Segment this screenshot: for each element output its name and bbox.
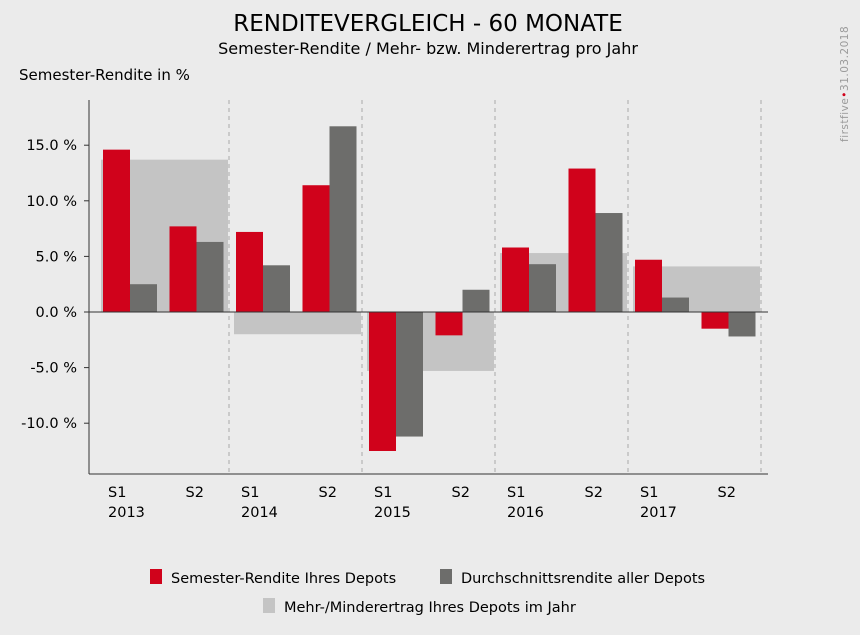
- x-tick-label-semester: S1: [507, 485, 525, 501]
- x-tick-label-year: 2014: [241, 505, 278, 521]
- chart-subtitle: Semester-Rendite / Mehr- bzw. Minderertr…: [218, 39, 638, 58]
- x-tick-label-year: 2017: [640, 505, 677, 521]
- bar-series-2: [130, 284, 157, 312]
- bar-series-1: [635, 259, 662, 312]
- y-tick-label: 10.0 %: [26, 194, 77, 210]
- watermark-text: firstfive•31.03.2018: [839, 26, 851, 142]
- bar-series-2: [462, 289, 490, 312]
- y-tick-label: -5.0 %: [30, 361, 77, 377]
- bar-series-1: [103, 149, 130, 312]
- bar-series-2: [728, 312, 756, 337]
- watermark: firstfive•31.03.2018: [839, 26, 851, 142]
- year-separators: [228, 100, 762, 474]
- bar-series-1: [502, 247, 529, 312]
- bar-series-2: [396, 312, 423, 437]
- bar-series-2: [662, 297, 689, 312]
- x-tick-label-semester: S1: [241, 485, 259, 501]
- bar-series-1: [169, 226, 197, 312]
- y-tick-label: -10.0 %: [21, 416, 77, 432]
- bar-series-1: [302, 185, 330, 312]
- x-tick-label-year: 2013: [108, 505, 145, 521]
- bar-series-2: [595, 213, 623, 312]
- y-tick-label: 5.0 %: [36, 249, 77, 265]
- legend-label-series-2: Durchschnittsrendite aller Depots: [461, 571, 705, 587]
- x-tick-label-semester: S2: [718, 485, 736, 501]
- legend-swatch-series-2: [440, 569, 452, 584]
- axes-group: [88, 100, 768, 475]
- x-tick-label-year: 2015: [374, 505, 411, 521]
- x-tick-label-semester: S1: [374, 485, 392, 501]
- bar-series-2: [196, 241, 224, 312]
- chart-title: RENDITEVERGLEICH - 60 MONATE: [233, 11, 623, 37]
- x-tick-label-semester: S2: [585, 485, 603, 501]
- watermark-brand: firstfive: [839, 98, 851, 142]
- x-tick-label-semester: S2: [186, 485, 204, 501]
- x-tick-label-semester: S2: [319, 485, 337, 501]
- y-ticks-group: 15.0 % 10.0 % 5.0 % 0.0 % -5.0 % -10.0 %: [21, 138, 89, 432]
- legend-label-yearly: Mehr-/Minderertrag Ihres Depots im Jahr: [284, 600, 576, 616]
- bar-series-2: [529, 264, 556, 312]
- y-tick-label: 15.0 %: [26, 138, 77, 154]
- bar-series-1: [435, 312, 463, 336]
- legend: Semester-Rendite Ihres Depots Durchschni…: [150, 569, 705, 616]
- watermark-dot-icon: •: [839, 91, 851, 98]
- bar-series-1: [369, 312, 396, 451]
- x-ticks-group: S1 S2 2013 S1 S2 2014 S1 S2 2015 S1 S2 2016 S1 S2 2017: [108, 485, 736, 521]
- yearly-bar: [234, 312, 361, 335]
- bar-series-1: [701, 312, 729, 329]
- x-tick-label-year: 2016: [507, 505, 544, 521]
- legend-label-series-1: Semester-Rendite Ihres Depots: [171, 571, 396, 587]
- bar-series-1: [236, 231, 263, 312]
- x-tick-label-semester: S1: [108, 485, 126, 501]
- x-tick-label-semester: S2: [452, 485, 470, 501]
- legend-swatch-series-1: [150, 569, 162, 584]
- y-axis-label: Semester-Rendite in %: [19, 66, 190, 84]
- bar-series-1: [568, 168, 596, 312]
- x-tick-label-semester: S1: [640, 485, 658, 501]
- y-tick-label: 0.0 %: [36, 305, 77, 321]
- bar-series-2: [263, 265, 290, 312]
- watermark-date: 31.03.2018: [839, 26, 851, 91]
- legend-swatch-yearly: [263, 598, 275, 613]
- semester-bars-group: [103, 126, 756, 451]
- bar-series-2: [329, 126, 357, 313]
